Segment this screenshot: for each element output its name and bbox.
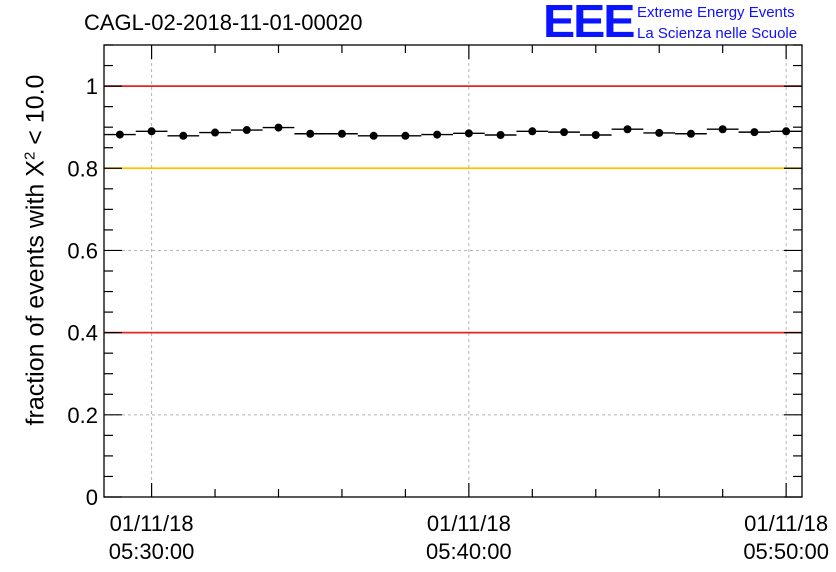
data-points [104,123,802,140]
data-point [782,127,791,136]
x-tick-label-time: 05:50:00 [743,539,829,564]
data-point [401,131,410,140]
y-tick-label: 0.6 [67,238,98,263]
y-axis-label: fraction of events with X2 < 10.0 [21,75,50,426]
grid-lines [104,45,802,497]
data-point [560,128,569,137]
data-point [623,125,632,134]
data-point [655,128,664,137]
data-point [686,129,695,138]
data-point [433,130,442,139]
y-axis-label-suffix: < 10.0 [21,74,50,152]
plot-frame [103,44,803,498]
data-point [464,129,473,138]
data-point [591,130,600,139]
data-point [115,130,124,139]
x-tick-label-date: 01/11/18 [744,511,828,536]
y-axis-label-sup: 2 [21,151,39,161]
axes: 01/11/18 05:30:00 01/11/18 05:40:00 01/11/18… [67,44,829,564]
y-tick-label: 0 [86,485,98,510]
data-point [147,127,156,136]
data-point [242,126,251,135]
y-tick-label: 1 [86,74,98,99]
data-point [750,128,759,137]
data-point [496,130,505,139]
y-tick-label: 0.8 [67,156,98,181]
logo-mark: EEE [543,0,635,47]
x-tick-label-date: 01/11/18 [110,511,194,536]
data-point [718,125,727,134]
data-point [528,127,537,136]
chart-title: CAGL-02-2018-11-01-00020 [84,10,363,35]
data-point [211,128,220,137]
data-point [274,123,283,132]
x-tick-label-time: 05:30:00 [109,539,195,564]
eee-logo: EEE Extreme Energy Events La Scienza nel… [543,0,833,47]
x-tick-label-time: 05:40:00 [426,539,512,564]
data-point [337,129,346,138]
y-tick-label: 0.4 [67,321,98,346]
y-tick-label: 0.2 [67,403,98,428]
y-axis-label-prefix: fraction of events with X [21,160,50,426]
data-point [306,129,315,138]
logo-line-2: La Scienza nelle Scuole [637,25,798,42]
data-point [369,131,378,140]
reference-lines [104,85,802,334]
x-tick-label-date: 01/11/18 [427,511,511,536]
data-point [179,131,188,140]
logo-line-1: Extreme Energy Events [637,4,795,21]
